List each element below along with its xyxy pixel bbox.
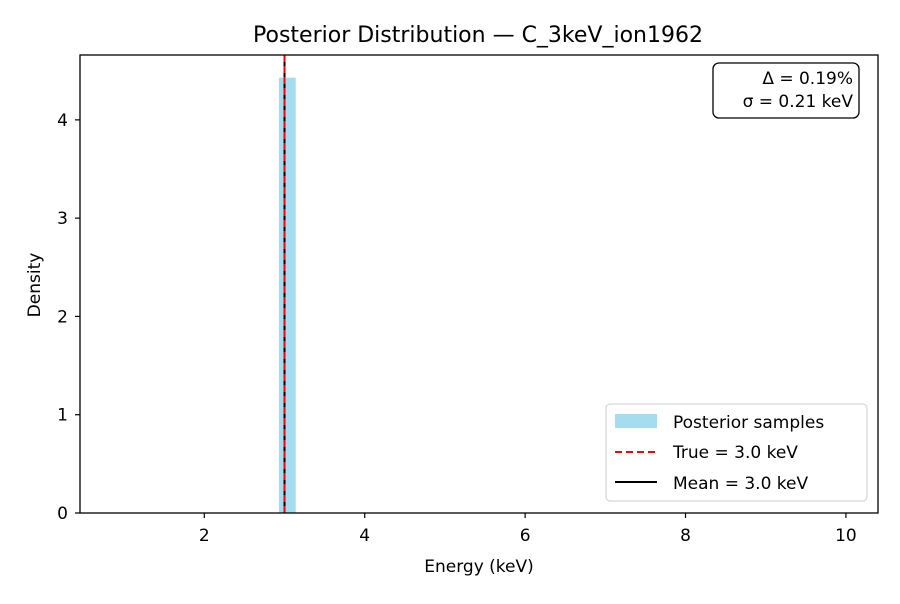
legend: Posterior samples True = 3.0 keV Mean = … xyxy=(605,403,868,502)
legend-label-true: True = 3.0 keV xyxy=(672,443,798,463)
y-axis-label: Density xyxy=(25,253,45,318)
stats-annotation-box xyxy=(712,62,860,119)
legend-swatch-posterior xyxy=(615,414,657,428)
x-tick-label: 8 xyxy=(680,526,691,546)
legend-label-mean: Mean = 3.0 keV xyxy=(673,474,809,494)
x-axis-label: Energy (keV) xyxy=(424,557,534,577)
histogram-bar-1 xyxy=(286,77,296,513)
x-tick-label: 2 xyxy=(199,526,210,546)
legend-label-posterior: Posterior samples xyxy=(673,413,824,433)
x-tick-label: 10 xyxy=(835,526,857,546)
bars-layer xyxy=(278,77,296,513)
y-tick-label: 2 xyxy=(57,307,68,327)
stats-sigma-text: σ = 0.21 keV xyxy=(743,92,854,112)
y-tick-label: 0 xyxy=(57,504,68,524)
legend-box xyxy=(605,403,868,502)
chart-title: Posterior Distribution — C_3keV_ion1962 xyxy=(253,23,703,48)
plot-frame xyxy=(79,54,879,514)
y-ticks-layer: 0 1 2 3 4 xyxy=(57,111,80,524)
histogram-bar-0 xyxy=(278,77,287,513)
stats-annotation: Δ = 0.19% σ = 0.21 keV xyxy=(712,62,860,119)
x-ticks-layer: 2 4 6 8 10 xyxy=(199,513,857,546)
x-tick-label: 4 xyxy=(359,526,370,546)
x-tick-label: 6 xyxy=(520,526,531,546)
y-tick-label: 3 xyxy=(57,209,68,229)
stats-delta-text: Δ = 0.19% xyxy=(762,69,853,89)
y-tick-label: 1 xyxy=(57,406,68,426)
y-tick-label: 4 xyxy=(57,111,68,131)
